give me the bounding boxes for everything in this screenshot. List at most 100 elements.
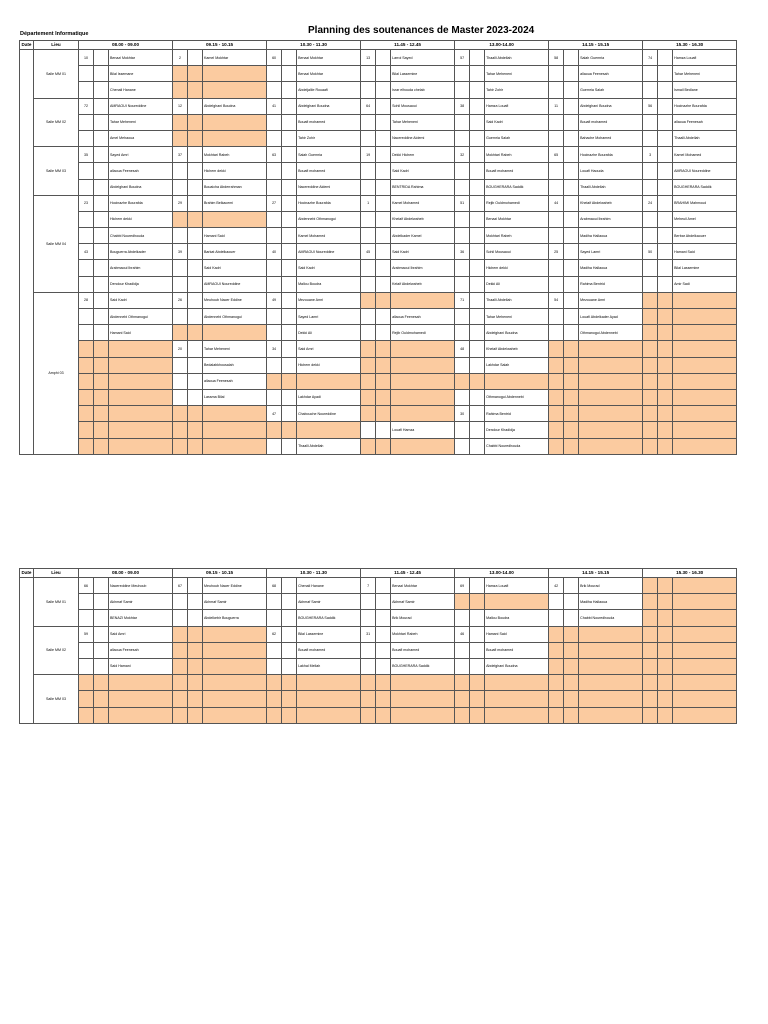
project-number	[78, 129, 94, 148]
room-label: Salle MM 03	[33, 674, 79, 724]
jury-role	[187, 210, 204, 229]
project-number	[454, 593, 471, 611]
jury-member-name: Sohil Mousaoui	[390, 97, 456, 115]
jury-member-name	[296, 372, 362, 390]
project-number	[172, 356, 189, 374]
jury-role	[375, 641, 392, 659]
jury-member-name: Benazi Mokhtar	[484, 210, 550, 229]
jury-role	[281, 81, 298, 99]
jury-member-name: Guemria Salah	[484, 129, 550, 148]
project-number	[172, 437, 189, 455]
jury-member-name: Hamani Said	[202, 227, 268, 245]
project-number	[642, 275, 659, 293]
project-number	[642, 129, 659, 148]
project-number	[78, 227, 94, 245]
jury-role	[657, 97, 674, 115]
jury-role	[281, 48, 298, 67]
project-number: 63	[266, 146, 283, 164]
project-number	[360, 609, 377, 627]
jury-member-name: Hamza Louafi	[484, 97, 550, 115]
project-number	[454, 690, 471, 708]
project-number	[454, 81, 471, 99]
jury-member-name: Akhmaf Samir	[107, 593, 174, 611]
jury-role	[187, 227, 204, 245]
jury-role	[281, 340, 298, 358]
jury-role	[281, 641, 298, 659]
project-number	[172, 162, 189, 180]
jury-member-name: Amir Sadi	[672, 275, 738, 293]
jury-member-name: Bilal Issemane	[107, 65, 174, 83]
jury-member-name: Tahir Zohir	[296, 129, 362, 148]
jury-role	[187, 388, 204, 407]
project-number	[78, 372, 94, 390]
jury-role	[563, 576, 580, 595]
jury-role	[469, 113, 486, 131]
project-number	[454, 227, 471, 245]
project-number	[360, 340, 377, 358]
column-header-slot: 08.00 - 09.00	[77, 40, 174, 50]
jury-role	[281, 437, 298, 455]
date-cell: jeudi 13 juin 2024	[19, 577, 34, 724]
project-number	[360, 162, 377, 180]
jury-member-name: allaoua Feenesah	[202, 372, 268, 390]
jury-member-name: Mallou Boudra	[296, 275, 362, 293]
column-header-slot: 14.15 - 15.15	[548, 568, 644, 578]
jury-role	[375, 178, 392, 196]
jury-role	[187, 437, 204, 455]
table-row: Said Hamani Lakhal Mellah BOUGHERARA Saddi…	[20, 657, 738, 676]
jury-member-name: Mokhtari Rabeh	[202, 146, 268, 164]
project-number	[360, 405, 377, 423]
jury-member-name: Said Kadri	[390, 243, 456, 261]
jury-member-name: Othmanogui Abdennebi	[484, 388, 550, 407]
jury-member-name: BOUGHERARA Saddik	[296, 609, 362, 627]
jury-member-name: Chabbi Nouredhouda	[107, 227, 174, 245]
project-number	[266, 437, 283, 455]
jury-member-name: Kelaif Abdelwaheb	[390, 275, 456, 293]
jury-member-name	[578, 437, 644, 455]
jury-role	[657, 674, 674, 692]
jury-member-name: Thaalli Abdellah	[672, 129, 738, 148]
project-number	[266, 81, 283, 99]
jury-role	[469, 576, 486, 595]
project-number	[642, 706, 659, 724]
jury-role	[375, 421, 392, 439]
jury-member-name	[296, 706, 362, 724]
jury-role	[281, 307, 298, 326]
project-number	[360, 657, 377, 676]
project-number: 41	[266, 97, 283, 115]
jury-role	[375, 609, 392, 627]
project-number	[548, 259, 565, 277]
project-number	[454, 674, 471, 692]
project-number	[360, 593, 377, 611]
jury-member-name: Abdelghani Boudna	[484, 657, 550, 676]
jury-member-name: Hamani Said	[484, 625, 550, 643]
jury-role	[563, 690, 580, 708]
project-number: 51	[454, 194, 471, 212]
project-number: 25	[548, 243, 565, 261]
jury-member-name: BENTRIDA Rahima	[390, 178, 456, 196]
project-number	[78, 388, 94, 407]
project-number	[642, 65, 659, 83]
project-number	[548, 609, 565, 627]
project-number	[172, 307, 189, 326]
jury-member-name	[672, 674, 738, 692]
project-number	[78, 674, 94, 692]
jury-role	[657, 437, 674, 455]
jury-role	[563, 259, 580, 277]
column-header-slot: 09.15 - 10.15	[172, 40, 268, 50]
jury-role	[93, 405, 109, 423]
jury-role	[187, 129, 204, 148]
jury-role	[563, 146, 580, 164]
jury-member-name: Bouafi mohamed	[578, 113, 644, 131]
project-number	[454, 388, 471, 407]
jury-member-name: Hocinazhe Bourafda	[672, 97, 738, 115]
jury-role	[281, 210, 298, 229]
jury-role	[375, 113, 392, 131]
column-header-slot: 15.30 - 16.30	[642, 40, 738, 50]
project-number: 20	[172, 340, 189, 358]
jury-member-name: Rejib Ouldmohamedi	[484, 194, 550, 212]
table-row: Hamani Said Dekki Ali Rejib Ouldmohamedi Ab…	[20, 324, 738, 342]
jury-member-name	[202, 657, 268, 676]
column-header-slot: 10.30 - 11.30	[266, 40, 362, 50]
